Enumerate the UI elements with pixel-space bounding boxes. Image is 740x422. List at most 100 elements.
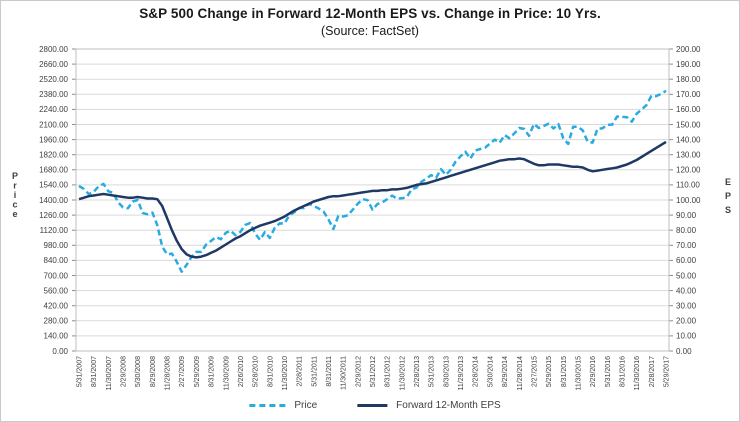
svg-text:840.00: 840.00 [44, 256, 69, 265]
svg-text:8/31/2007: 8/31/2007 [91, 356, 98, 387]
price-line [78, 89, 667, 273]
svg-text:20.00: 20.00 [676, 317, 697, 326]
svg-text:8/29/2014: 8/29/2014 [502, 356, 509, 387]
svg-text:2380.00: 2380.00 [39, 90, 68, 99]
legend-eps-label: Forward 12-Month EPS [396, 399, 501, 411]
svg-text:5/29/2017: 5/29/2017 [664, 356, 671, 387]
svg-text:r: r [13, 181, 17, 191]
svg-text:2/29/2012: 2/29/2012 [355, 356, 362, 387]
y-axis-right-labels: 200.00 190.00 180.00 170.00 160.00 150.00 140.… [676, 45, 701, 356]
svg-text:2/28/2013: 2/28/2013 [414, 356, 421, 387]
svg-text:140.00: 140.00 [44, 332, 69, 341]
svg-text:0.00: 0.00 [676, 347, 692, 356]
axis-tick-marks [72, 48, 673, 352]
svg-text:5/31/2012: 5/31/2012 [370, 356, 377, 387]
svg-text:S: S [725, 205, 731, 215]
svg-text:11/29/2013: 11/29/2013 [458, 356, 465, 391]
svg-text:150.00: 150.00 [676, 120, 701, 129]
svg-text:5/29/2009: 5/29/2009 [194, 356, 201, 387]
svg-text:2/27/2009: 2/27/2009 [179, 356, 186, 387]
svg-text:8/31/2011: 8/31/2011 [326, 356, 333, 387]
svg-text:5/30/2014: 5/30/2014 [487, 356, 494, 387]
svg-text:2/29/2008: 2/29/2008 [121, 356, 128, 387]
y-axis-left-labels: 2800.00 2660.00 2520.00 2380.00 2240.00 2100.… [39, 45, 68, 356]
svg-text:i: i [14, 190, 17, 200]
svg-text:560.00: 560.00 [44, 286, 69, 295]
svg-text:11/28/2008: 11/28/2008 [165, 356, 172, 391]
svg-text:2/27/2015: 2/27/2015 [531, 356, 538, 387]
svg-text:130.00: 130.00 [676, 151, 701, 160]
svg-text:140.00: 140.00 [676, 135, 701, 144]
svg-text:11/30/2011: 11/30/2011 [341, 356, 348, 390]
svg-text:2800.00: 2800.00 [39, 45, 68, 54]
svg-text:8/31/2010: 8/31/2010 [267, 356, 274, 387]
svg-text:190.00: 190.00 [676, 60, 701, 69]
svg-text:30.00: 30.00 [676, 302, 697, 311]
svg-text:40.00: 40.00 [676, 286, 697, 295]
svg-text:2/26/2010: 2/26/2010 [238, 356, 245, 387]
svg-text:8/29/2008: 8/29/2008 [150, 356, 157, 387]
svg-text:c: c [12, 200, 17, 210]
svg-text:2520.00: 2520.00 [39, 75, 68, 84]
svg-text:P: P [725, 191, 731, 201]
series-lines [78, 89, 667, 273]
svg-text:11/30/2010: 11/30/2010 [282, 356, 289, 391]
svg-text:2100.00: 2100.00 [39, 120, 68, 129]
svg-text:1540.00: 1540.00 [39, 181, 68, 190]
svg-text:10.00: 10.00 [676, 332, 697, 341]
svg-text:1960.00: 1960.00 [39, 135, 68, 144]
svg-text:70.00: 70.00 [676, 241, 697, 250]
svg-text:5/30/2008: 5/30/2008 [135, 356, 142, 387]
chart-title: S&P 500 Change in Forward 12-Month EPS v… [139, 6, 601, 21]
chart-legend: Price Forward 12-Month EPS [249, 398, 501, 412]
svg-text:11/30/2016: 11/30/2016 [634, 356, 641, 391]
chart-subtitle: (Source: FactSet) [321, 24, 419, 38]
x-axis-labels: 5/31/2007 8/31/2007 11/30/2007 2/29/2008 5/3… [77, 356, 671, 391]
svg-text:5/28/2010: 5/28/2010 [253, 356, 260, 387]
svg-text:8/31/2015: 8/31/2015 [561, 356, 568, 387]
svg-text:8/31/2009: 8/31/2009 [209, 356, 216, 387]
svg-text:2240.00: 2240.00 [39, 105, 68, 114]
svg-text:11/30/2012: 11/30/2012 [399, 356, 406, 391]
svg-text:420.00: 420.00 [44, 302, 69, 311]
svg-text:11/30/2015: 11/30/2015 [575, 356, 582, 391]
svg-text:1820.00: 1820.00 [39, 151, 68, 160]
svg-text:2/29/2016: 2/29/2016 [590, 356, 597, 387]
eps-line [78, 140, 667, 259]
svg-text:E: E [725, 177, 731, 187]
svg-text:2/28/2011: 2/28/2011 [297, 356, 304, 387]
svg-text:2/28/2017: 2/28/2017 [649, 356, 656, 387]
svg-text:160.00: 160.00 [676, 105, 701, 114]
svg-text:1120.00: 1120.00 [40, 226, 69, 235]
svg-text:8/31/2016: 8/31/2016 [619, 356, 626, 387]
svg-text:110.00: 110.00 [676, 181, 700, 190]
legend-price-label: Price [294, 399, 318, 411]
svg-text:8/31/2012: 8/31/2012 [385, 356, 392, 387]
svg-text:180.00: 180.00 [676, 75, 701, 84]
svg-text:700.00: 700.00 [44, 271, 69, 280]
svg-text:200.00: 200.00 [676, 45, 701, 54]
svg-text:5/29/2015: 5/29/2015 [546, 356, 553, 387]
svg-text:11/30/2009: 11/30/2009 [223, 356, 230, 391]
eps-line-swatch [357, 403, 388, 407]
svg-text:170.00: 170.00 [676, 90, 701, 99]
svg-text:0.00: 0.00 [52, 347, 68, 356]
svg-text:60.00: 60.00 [676, 256, 697, 265]
svg-text:100.00: 100.00 [676, 196, 701, 205]
svg-text:8/30/2013: 8/30/2013 [443, 356, 450, 387]
plot-border [75, 48, 670, 352]
svg-text:2660.00: 2660.00 [39, 60, 68, 69]
svg-text:980.00: 980.00 [44, 241, 69, 250]
svg-text:5/31/2007: 5/31/2007 [77, 356, 84, 387]
svg-text:1400.00: 1400.00 [39, 196, 68, 205]
svg-text:120.00: 120.00 [676, 166, 701, 175]
svg-text:P: P [12, 171, 18, 181]
svg-text:11/30/2007: 11/30/2007 [106, 356, 113, 391]
svg-text:11/28/2014: 11/28/2014 [517, 356, 524, 391]
svg-text:e: e [12, 209, 17, 219]
svg-text:5/31/2016: 5/31/2016 [605, 356, 612, 387]
svg-text:50.00: 50.00 [676, 271, 697, 280]
svg-text:5/31/2013: 5/31/2013 [429, 356, 436, 387]
